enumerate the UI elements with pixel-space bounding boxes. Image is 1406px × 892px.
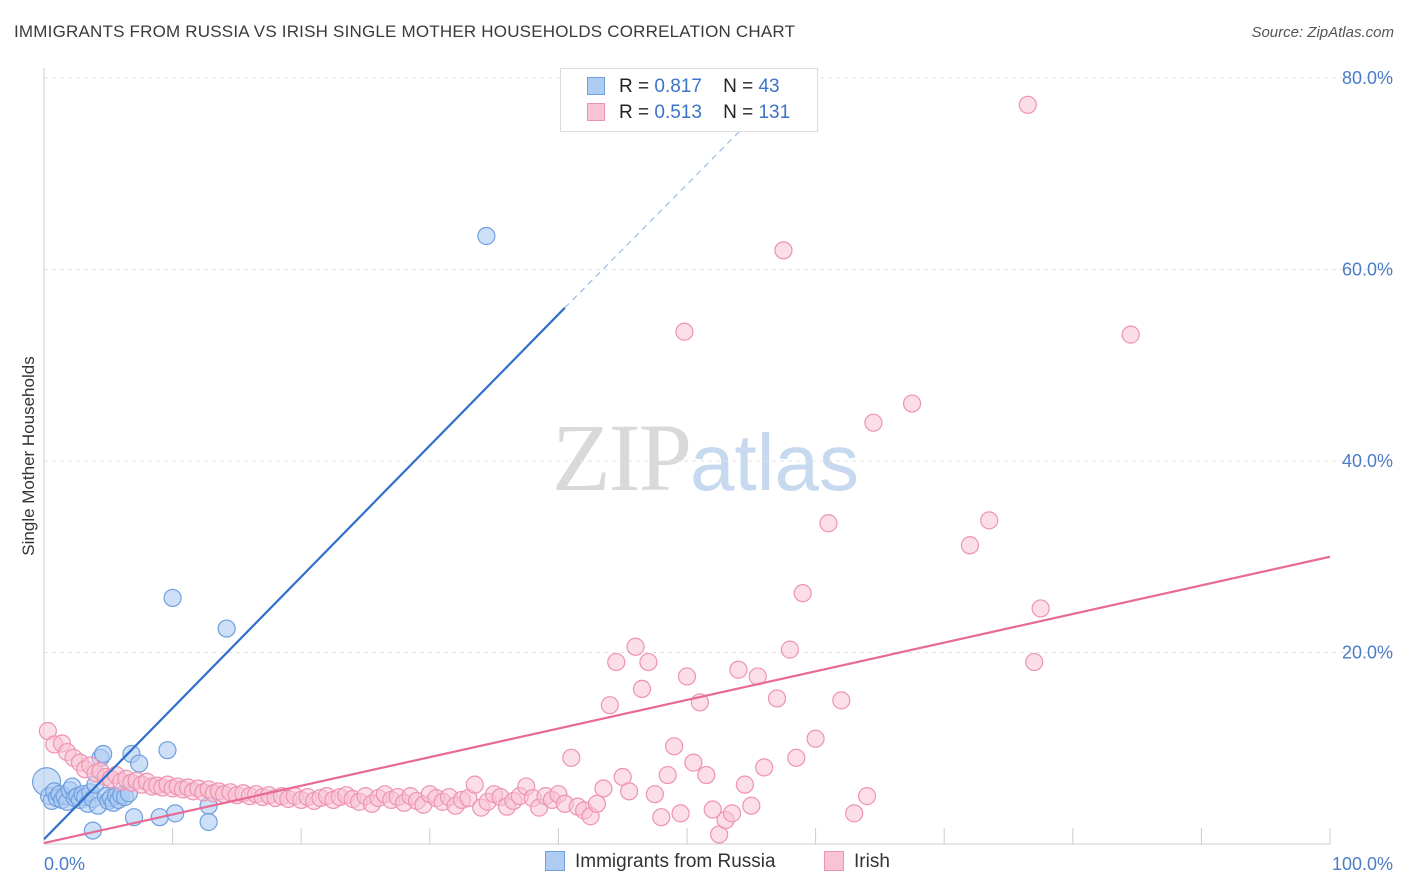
irish-point-105 bbox=[677, 667, 697, 686]
irish-point-121 bbox=[793, 584, 812, 603]
irish-point-117 bbox=[755, 758, 774, 777]
irish-point-92 bbox=[594, 779, 613, 798]
irish-point-114 bbox=[735, 775, 754, 794]
irish-point-119 bbox=[780, 640, 799, 659]
russia-point-22 bbox=[94, 744, 113, 764]
irish-point-128 bbox=[774, 241, 793, 260]
irish-point-108 bbox=[697, 765, 716, 785]
irish-point-72 bbox=[465, 775, 484, 794]
legend-row-irish: R = 0.513 N = 131 bbox=[587, 102, 790, 126]
irish-point-129 bbox=[864, 413, 883, 432]
irish-point-126 bbox=[675, 322, 694, 341]
irish-point-91 bbox=[587, 794, 607, 813]
bottom-legend-irish: Irish bbox=[824, 851, 890, 873]
legend-row-russia: R = 0.817 N = 43 bbox=[587, 76, 780, 100]
russia-trend-extension bbox=[564, 125, 746, 309]
stats-legend: R = 0.817 N = 43 R = 0.513 N = 131 bbox=[560, 68, 818, 132]
irish-point-109 bbox=[703, 800, 722, 819]
legend-swatch-irish bbox=[587, 103, 605, 121]
irish-point-112 bbox=[722, 804, 742, 823]
irish-trend-line bbox=[43, 555, 1331, 845]
russia-trend-line bbox=[43, 307, 566, 840]
irish-point-131 bbox=[960, 536, 980, 555]
irish-point-97 bbox=[626, 637, 645, 656]
irish-point-93 bbox=[600, 696, 619, 715]
legend-r-label: R = bbox=[619, 102, 650, 123]
irish-point-102 bbox=[658, 765, 677, 785]
x-tick-label-0: 0.0% bbox=[44, 854, 85, 874]
watermark-atlas: atlas bbox=[690, 418, 859, 507]
series-russia-points bbox=[31, 226, 496, 840]
irish-point-122 bbox=[806, 729, 825, 748]
y-axis-label: Single Mother Households bbox=[19, 356, 38, 555]
legend-n-label: N = bbox=[723, 76, 754, 97]
bottom-swatch-russia bbox=[545, 851, 565, 871]
legend-r-value-russia: 0.817 bbox=[654, 76, 702, 97]
russia-point-34 bbox=[130, 754, 149, 773]
y-tick-label-1: 40.0% bbox=[1342, 451, 1393, 471]
irish-point-113 bbox=[729, 660, 748, 679]
y-tick-label-2: 60.0% bbox=[1342, 260, 1393, 280]
russia-point-36 bbox=[158, 741, 177, 760]
series-irish-points bbox=[38, 95, 1140, 844]
irish-point-125 bbox=[857, 787, 877, 806]
legend-n-value-russia: 43 bbox=[758, 76, 780, 97]
legend-r-value-irish: 0.513 bbox=[654, 102, 702, 123]
irish-point-100 bbox=[645, 785, 664, 804]
irish-point-115 bbox=[742, 796, 761, 815]
irish-point-134 bbox=[1031, 599, 1050, 618]
bottom-legend-label-russia: Immigrants from Russia bbox=[575, 851, 776, 872]
legend-r-label: R = bbox=[619, 76, 650, 97]
irish-point-106 bbox=[684, 753, 703, 772]
russia-point-37 bbox=[163, 588, 182, 608]
bottom-legend-label-irish: Irish bbox=[854, 851, 890, 872]
axes bbox=[43, 68, 1331, 845]
irish-point-135 bbox=[1018, 95, 1037, 114]
irish-point-96 bbox=[620, 782, 639, 801]
x-tick-label-1: 100.0% bbox=[1332, 854, 1393, 874]
watermark-zip: ZIP bbox=[552, 404, 692, 511]
legend-n-value-irish: 131 bbox=[758, 102, 791, 123]
irish-point-123 bbox=[832, 691, 851, 710]
irish-point-104 bbox=[671, 804, 690, 823]
russia-point-42 bbox=[199, 812, 218, 832]
irish-point-101 bbox=[652, 808, 671, 827]
irish-point-98 bbox=[632, 679, 652, 698]
legend-n-label: N = bbox=[723, 102, 754, 123]
y-tick-label-0: 20.0% bbox=[1342, 643, 1393, 663]
irish-point-124 bbox=[845, 804, 864, 823]
irish-point-136 bbox=[1121, 325, 1140, 344]
irish-point-133 bbox=[1025, 652, 1044, 672]
russia-point-39 bbox=[217, 619, 236, 638]
irish-point-130 bbox=[902, 394, 922, 413]
irish-point-94 bbox=[607, 652, 626, 672]
bottom-legend-russia: Immigrants from Russia bbox=[545, 851, 776, 873]
irish-point-118 bbox=[767, 689, 787, 708]
watermark: ZIPatlas bbox=[552, 402, 859, 513]
bottom-swatch-irish bbox=[824, 851, 844, 871]
trend-lines bbox=[43, 125, 1331, 845]
russia-point-43 bbox=[477, 226, 496, 246]
chart-title: IMMIGRANTS FROM RUSSIA VS IRISH SINGLE M… bbox=[14, 22, 796, 41]
grid-lines bbox=[44, 77, 1390, 653]
legend-swatch-russia bbox=[587, 77, 605, 95]
irish-point-132 bbox=[980, 511, 999, 530]
irish-point-87 bbox=[562, 748, 581, 767]
irish-point-99 bbox=[639, 652, 658, 672]
irish-point-127 bbox=[819, 514, 838, 533]
y-tick-label-3: 80.0% bbox=[1342, 68, 1393, 88]
irish-point-120 bbox=[787, 748, 806, 767]
chart-source: Source: ZipAtlas.com bbox=[1251, 24, 1394, 41]
tick-labels: 20.0% 40.0% 60.0% 80.0% 0.0% 100.0% bbox=[44, 68, 1393, 874]
irish-point-103 bbox=[665, 737, 684, 756]
